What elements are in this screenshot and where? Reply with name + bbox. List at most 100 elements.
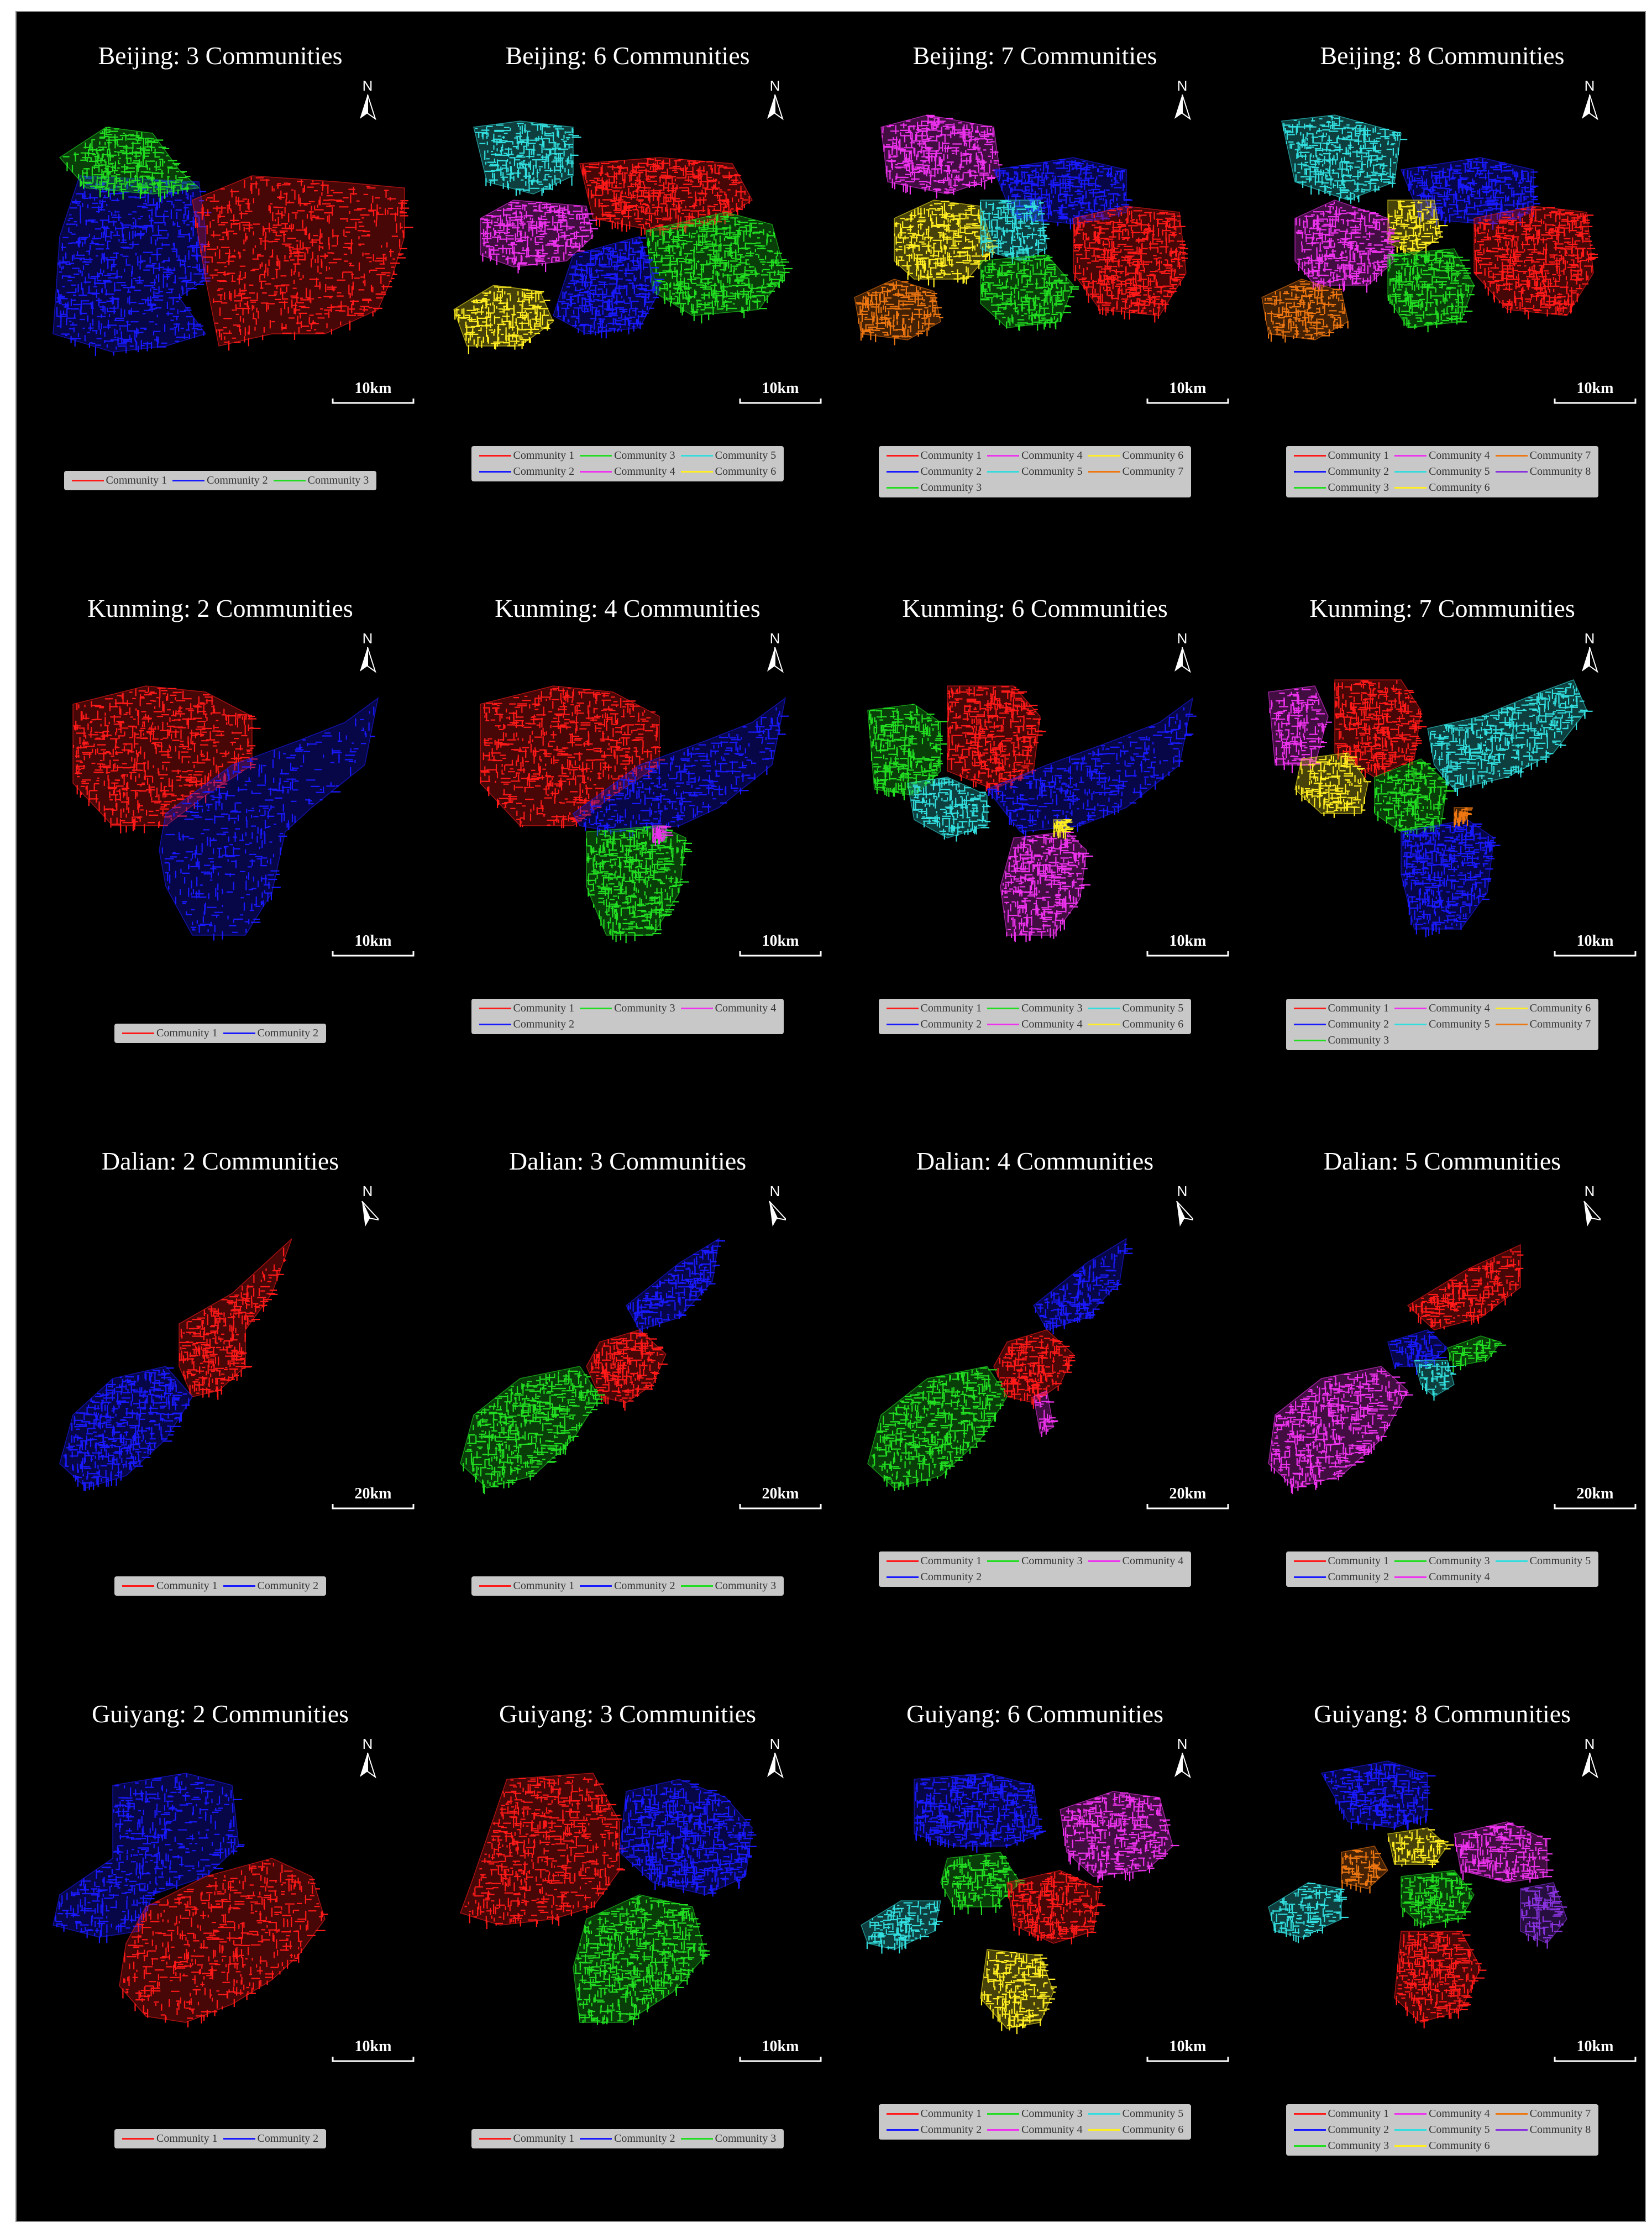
community-area: [1060, 1791, 1173, 1877]
scale-label: 10km: [762, 932, 799, 950]
scale-bar: 10km: [1146, 2038, 1229, 2066]
community-region: [980, 200, 1050, 264]
community-area: [867, 704, 941, 796]
north-label: N: [362, 1736, 373, 1752]
legend-item: Community 3: [273, 474, 369, 487]
legend-label: Community 1: [1328, 1555, 1389, 1567]
scale-label: 10km: [1169, 2038, 1207, 2055]
north-label: N: [769, 630, 780, 647]
legend: Community 1 Community 4 Community 7 Communi…: [1286, 446, 1599, 497]
scale-label: 10km: [354, 2038, 392, 2055]
map-panel: Guiyang: 6 Communities N 10km Community 1 Co…: [831, 1670, 1239, 2223]
community-region: [586, 825, 693, 943]
legend-swatch: [987, 1008, 1020, 1009]
community-area: [1401, 1870, 1475, 1926]
community-region: [1334, 679, 1427, 778]
scale-bar: 10km: [332, 932, 415, 961]
community-region: [1268, 1882, 1349, 1943]
community-area: [626, 1238, 720, 1330]
community-area: [579, 157, 753, 231]
map-panel: Kunming: 7 Communities N 10km Community 1 Co…: [1239, 565, 1646, 1118]
community-area: [646, 212, 786, 316]
legend: Community 1 Community 3 Community 5 Communi…: [1286, 1551, 1599, 1587]
community-area: [1281, 114, 1402, 201]
legend-swatch: [1495, 471, 1528, 473]
community-area: [1000, 831, 1087, 936]
legend-item: Community 5: [1394, 2124, 1490, 2136]
legend-swatch: [122, 1032, 154, 1034]
legend-swatch: [479, 471, 511, 473]
panel-title: Beijing: 3 Communities: [98, 41, 343, 70]
community-map: [53, 1773, 328, 2028]
legend-item: Community 3: [987, 2108, 1083, 2120]
legend-swatch: [886, 1560, 919, 1562]
legend-item: Community 1: [71, 474, 167, 487]
legend-swatch: [1293, 471, 1326, 473]
north-arrow-shape: [1174, 647, 1191, 673]
scale-line: [739, 2057, 822, 2062]
legend-swatch: [1394, 2129, 1427, 2131]
north-arrow-shape: [360, 94, 376, 120]
legend-swatch: [886, 1576, 919, 1578]
legend: Community 1 Community 4 Community 6 Communi…: [1286, 999, 1599, 1050]
scale-label: 20km: [354, 1485, 392, 1502]
north-label: N: [362, 630, 373, 647]
community-area: [1387, 1827, 1449, 1865]
community-region: [586, 1329, 668, 1411]
legend-label: Community 1: [513, 1002, 575, 1014]
community-area: [1294, 752, 1368, 814]
legend-label: Community 7: [1529, 2108, 1591, 2120]
scale-line: [1554, 399, 1637, 404]
north-arrow-shape: [1583, 1201, 1603, 1227]
legend-item: Community 7: [1088, 465, 1183, 478]
legend-swatch: [580, 2138, 612, 2140]
legend-swatch: [1394, 471, 1427, 473]
road-network: [475, 122, 581, 196]
legend-item: Community 2: [172, 474, 268, 487]
scale-bar: 20km: [332, 1485, 415, 1513]
north-label: N: [1584, 630, 1595, 647]
community-region: [579, 157, 753, 239]
legend-label: Community 2: [1328, 465, 1389, 478]
legend-swatch: [479, 1024, 511, 1025]
community-area: [880, 114, 1001, 195]
panel-title: Guiyang: 8 Communities: [1313, 1700, 1571, 1728]
legend-swatch: [886, 455, 919, 457]
community-map: [453, 120, 793, 354]
panel-title: Kunming: 7 Communities: [1309, 594, 1575, 622]
legend-swatch: [680, 1008, 713, 1009]
community-area: [1294, 200, 1395, 286]
community-region: [867, 1366, 1008, 1491]
figure-frame: Beijing: 3 Communities N 10km Community 1 Co…: [15, 11, 1646, 2222]
road-network: [947, 686, 1046, 795]
scale-line: [332, 399, 415, 404]
scale-bar: 10km: [332, 2038, 415, 2066]
community-region: [1454, 807, 1473, 827]
legend-label: Community 2: [207, 474, 268, 486]
legend-swatch: [479, 2138, 511, 2140]
legend-item: Community 3: [1394, 1555, 1490, 1568]
panel-title: Kunming: 4 Communities: [495, 594, 761, 622]
community-region: [192, 175, 413, 351]
scale-bar: 10km: [739, 2038, 822, 2066]
road-network: [464, 1775, 626, 1930]
legend-label: Community 3: [1328, 2140, 1389, 2152]
legend-swatch: [1495, 1008, 1528, 1009]
community-area: [1520, 1882, 1567, 1944]
scale-bar: 20km: [1554, 1485, 1637, 1513]
north-label: N: [1177, 77, 1188, 94]
north-arrow-icon: N: [764, 1736, 786, 1782]
road-network: [1409, 1249, 1524, 1330]
legend-item: Community 1: [479, 1580, 574, 1592]
legend-swatch: [1088, 2129, 1120, 2131]
community-region: [914, 1773, 1046, 1853]
road-network: [941, 1855, 1025, 1915]
legend-item: Community 5: [1088, 1002, 1183, 1015]
community-area: [1073, 206, 1187, 316]
community-area: [1261, 279, 1349, 340]
legend-swatch: [886, 487, 919, 489]
legend-item: Community 4: [987, 2124, 1083, 2136]
legend: Community 1 Community 2 Community 3: [64, 471, 377, 490]
panel-title: Dalian: 2 Communities: [101, 1147, 339, 1175]
north-label: N: [769, 77, 780, 94]
